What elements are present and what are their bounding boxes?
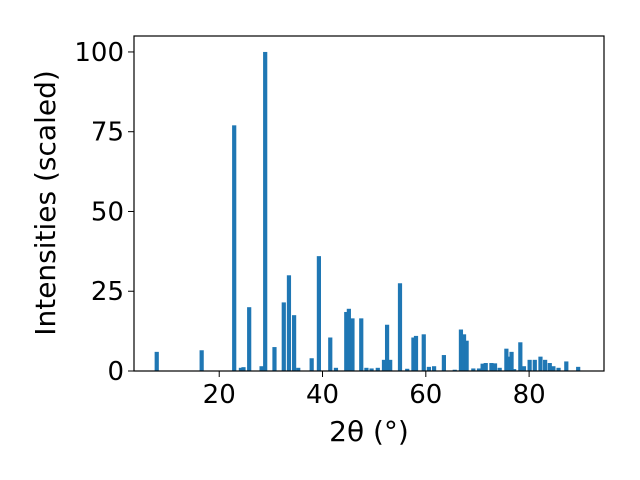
bar [461,334,467,371]
bar [292,315,297,371]
bar [564,361,569,371]
y-tick-label: 25 [91,277,124,307]
bar [512,369,517,371]
bar [471,368,476,371]
bar [238,367,244,371]
x-axis-label: 2θ (°) [329,415,409,448]
bar [364,367,369,371]
bar [199,350,204,371]
bar [441,355,446,371]
bar [426,366,432,371]
bar [272,347,277,371]
bar [333,367,339,371]
bar [464,340,469,371]
bar [504,348,509,371]
bar [154,351,159,371]
bar [521,366,527,371]
bar [346,308,351,371]
y-tick-label: 75 [91,118,124,148]
bar [547,363,552,371]
bar [538,356,543,371]
x-tick-label: 60 [409,380,442,410]
bar [532,359,537,371]
bar [543,359,548,371]
bar [316,256,321,371]
bar [411,337,416,371]
bar [286,275,292,371]
bar [281,302,286,371]
bar [476,368,482,371]
bar [309,358,314,371]
bar [506,356,512,371]
bar [458,329,464,371]
bar [247,307,252,371]
bar [509,351,514,371]
bar [344,311,349,371]
bar [359,318,364,371]
y-axis-ticks: 0 25 50 75 100 [74,38,134,387]
bar [527,359,532,371]
bar [405,368,410,371]
bar [381,359,387,371]
bar [296,367,301,371]
bar [576,366,581,371]
bar [259,366,264,371]
y-tick-label: 50 [91,197,124,227]
bar [431,366,437,371]
bar [421,334,426,371]
bar [350,318,355,371]
x-tick-label: 20 [203,380,236,410]
bar [551,366,556,371]
y-tick-label: 100 [74,38,124,68]
bar [328,337,333,371]
bar [452,369,457,371]
x-tick-label: 80 [513,380,546,410]
bar [388,359,393,371]
bar [556,367,561,371]
bar [480,363,485,371]
bars-group [154,51,581,371]
bar [497,367,502,371]
bar [369,368,374,371]
bar [241,367,246,371]
x-tick-label: 40 [306,380,339,410]
y-axis-label: Intensities (scaled) [29,70,62,336]
bar [263,51,268,371]
bar [483,363,488,371]
bar [232,125,237,371]
x-axis-ticks: 20 40 60 80 [203,371,546,410]
y-tick-label: 0 [107,357,124,387]
bar [492,363,498,371]
bar [518,342,523,371]
bar [489,363,494,371]
bar [384,324,390,371]
bar [413,335,419,371]
bar [375,367,380,371]
axes-frame [133,35,605,372]
bar [397,283,403,371]
